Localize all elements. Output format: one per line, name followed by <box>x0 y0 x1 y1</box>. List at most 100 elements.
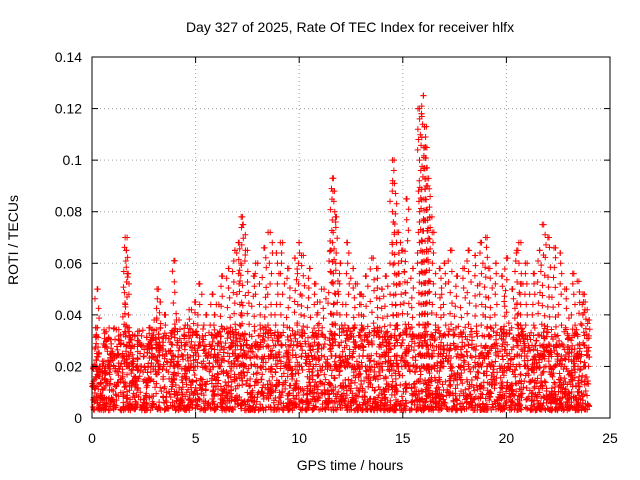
bulk-point <box>487 394 494 401</box>
bulk-point <box>482 395 489 402</box>
bulk-point <box>471 387 478 394</box>
bulk-point <box>355 393 362 400</box>
bulk-point <box>397 381 404 388</box>
bulk-point <box>178 365 185 372</box>
bulk-point <box>288 337 295 344</box>
x-tick-label: 20 <box>499 430 515 446</box>
bulk-point <box>569 326 576 333</box>
bulk-point <box>153 390 160 397</box>
bulk-point <box>427 382 434 389</box>
bulk-point <box>280 329 287 336</box>
bulk-point <box>348 377 355 384</box>
bulk-point <box>446 392 453 399</box>
bulk-point <box>406 381 413 388</box>
bulk-point <box>309 329 316 336</box>
bulk-point <box>457 346 464 353</box>
bulk-point <box>315 327 322 334</box>
bulk-point <box>358 337 365 344</box>
bulk-point <box>350 325 357 332</box>
bulk-point <box>411 380 418 387</box>
bulk-point <box>222 378 229 385</box>
bulk-point <box>270 397 277 404</box>
bulk-point <box>375 368 382 375</box>
x-tick-label: 15 <box>395 430 411 446</box>
y-tick-label: 0.04 <box>55 307 82 323</box>
bulk-point <box>373 350 380 357</box>
bulk-point <box>227 367 234 374</box>
bulk-point <box>365 371 372 378</box>
bulk-point <box>462 386 469 393</box>
y-tick-label: 0.1 <box>63 152 83 168</box>
bulk-point <box>321 371 328 378</box>
bulk-point <box>127 349 134 356</box>
bulk-point <box>287 342 294 349</box>
bulk-point <box>269 373 276 380</box>
bulk-point <box>582 387 589 394</box>
x-tick-label: 25 <box>602 430 618 446</box>
bulk-point <box>108 345 115 352</box>
bulk-point <box>115 393 122 400</box>
y-tick-label: 0 <box>74 410 82 426</box>
bulk-point <box>498 380 505 387</box>
bulk-point <box>467 325 474 332</box>
bulk-point <box>101 342 108 349</box>
bulk-point <box>467 368 474 375</box>
bulk-point <box>215 386 222 393</box>
bulk-point <box>140 369 147 376</box>
bulk-point <box>513 388 520 395</box>
bulk-point <box>102 343 109 350</box>
bulk-point <box>338 339 345 346</box>
bulk-point <box>317 406 324 413</box>
bulk-point <box>430 347 437 354</box>
bulk-point <box>454 369 461 376</box>
bulk-point <box>139 327 146 334</box>
bulk-point <box>294 366 301 373</box>
bulk-point <box>476 355 483 362</box>
bulk-point <box>453 396 460 403</box>
bulk-point <box>292 351 299 358</box>
chart-title: Day 327 of 2025, Rate Of TEC Index for r… <box>186 19 514 35</box>
bulk-point <box>446 347 453 354</box>
bulk-point <box>191 372 198 379</box>
bulk-point <box>215 371 222 378</box>
bulk-point <box>316 356 323 363</box>
bulk-point <box>246 383 253 390</box>
bulk-point <box>112 391 119 398</box>
bulk-point <box>181 325 188 332</box>
bulk-point <box>336 326 343 333</box>
bulk-point <box>449 390 456 397</box>
bulk-point <box>531 385 538 392</box>
bulk-point <box>300 392 307 399</box>
bulk-point <box>252 378 259 385</box>
bulk-point <box>346 346 353 353</box>
x-tick-label: 10 <box>291 430 307 446</box>
bulk-point <box>335 388 342 395</box>
y-axis-label: ROTI / TECUs <box>5 195 21 285</box>
bulk-point <box>185 386 192 393</box>
bulk-point <box>450 332 457 339</box>
bulk-point <box>560 343 567 350</box>
bulk-point <box>480 384 487 391</box>
bulk-point <box>181 373 188 380</box>
bulk-point <box>217 347 224 354</box>
bulk-point <box>317 378 324 385</box>
bulk-point <box>476 383 483 390</box>
bulk-point <box>392 370 399 377</box>
bulk-point <box>183 381 190 388</box>
bulk-point <box>287 332 294 339</box>
bulk-point <box>486 397 493 404</box>
bulk-point <box>302 350 309 357</box>
x-axis-label: GPS time / hours <box>297 457 404 473</box>
bulk-point <box>399 336 406 343</box>
bulk-point <box>124 371 131 378</box>
bulk-point <box>104 348 111 355</box>
bulk-point <box>254 354 261 361</box>
bulk-point <box>326 395 333 402</box>
bulk-point <box>477 394 484 401</box>
bulk-point <box>302 338 309 345</box>
y-tick-label: 0.06 <box>55 255 82 271</box>
bulk-point <box>420 380 427 387</box>
bulk-point <box>299 367 306 374</box>
bulk-point <box>277 365 284 372</box>
bulk-point <box>209 338 216 345</box>
